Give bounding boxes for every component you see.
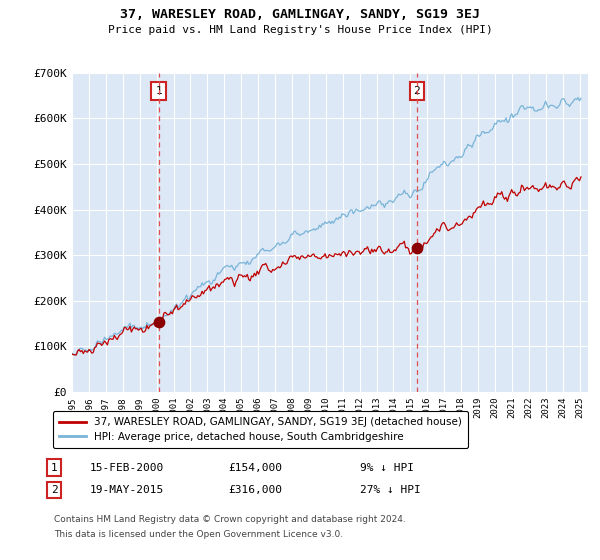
- Text: 9% ↓ HPI: 9% ↓ HPI: [360, 463, 414, 473]
- Text: £316,000: £316,000: [228, 485, 282, 495]
- Text: 37, WARESLEY ROAD, GAMLINGAY, SANDY, SG19 3EJ: 37, WARESLEY ROAD, GAMLINGAY, SANDY, SG1…: [120, 8, 480, 21]
- Text: 1: 1: [50, 463, 58, 473]
- Text: 19-MAY-2015: 19-MAY-2015: [90, 485, 164, 495]
- Text: 2: 2: [413, 86, 420, 96]
- Text: 1: 1: [155, 86, 162, 96]
- Text: Price paid vs. HM Land Registry's House Price Index (HPI): Price paid vs. HM Land Registry's House …: [107, 25, 493, 35]
- Text: 27% ↓ HPI: 27% ↓ HPI: [360, 485, 421, 495]
- Text: This data is licensed under the Open Government Licence v3.0.: This data is licensed under the Open Gov…: [54, 530, 343, 539]
- Text: £154,000: £154,000: [228, 463, 282, 473]
- Legend: 37, WARESLEY ROAD, GAMLINGAY, SANDY, SG19 3EJ (detached house), HPI: Average pri: 37, WARESLEY ROAD, GAMLINGAY, SANDY, SG1…: [53, 411, 468, 448]
- Bar: [158, 73, 417, 392]
- Text: 2: 2: [50, 485, 58, 495]
- Point: [154, 318, 163, 326]
- Point: [412, 244, 422, 253]
- Text: 15-FEB-2000: 15-FEB-2000: [90, 463, 164, 473]
- Text: Contains HM Land Registry data © Crown copyright and database right 2024.: Contains HM Land Registry data © Crown c…: [54, 515, 406, 524]
